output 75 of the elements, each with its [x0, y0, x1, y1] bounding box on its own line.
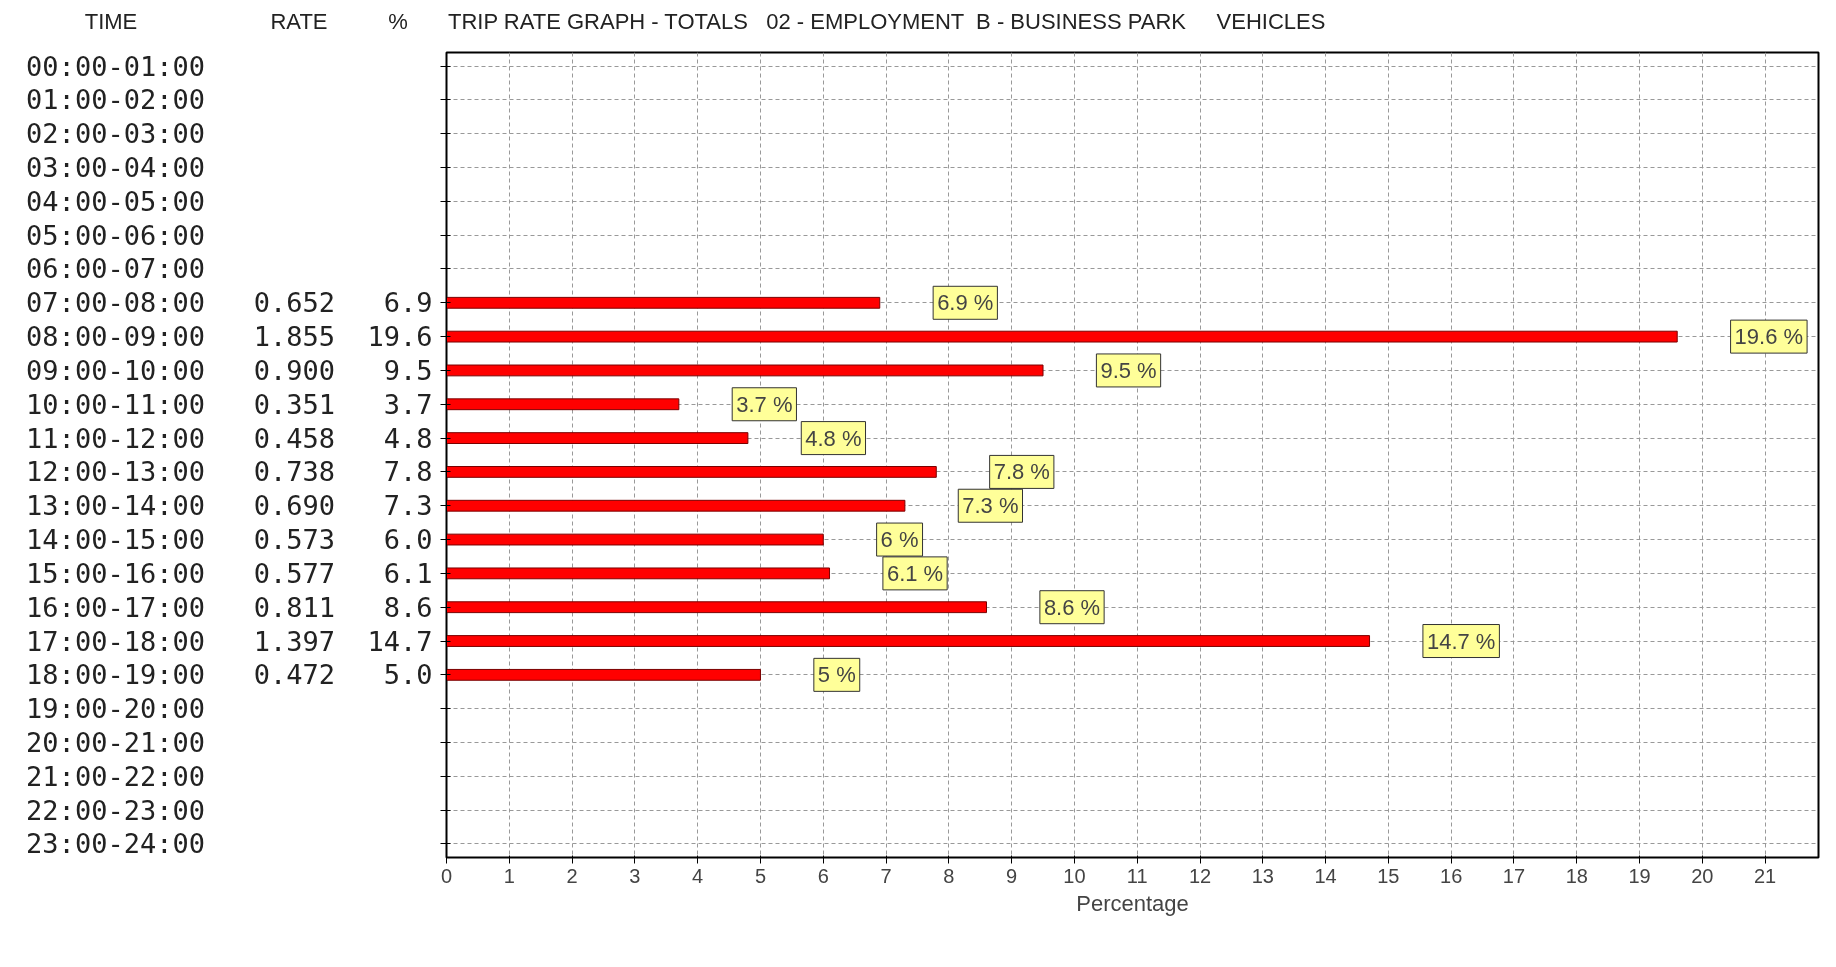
x-tick-label: 8: [943, 864, 955, 887]
data-label: 6.1 %: [886, 560, 944, 586]
x-tick-label: 7: [880, 864, 892, 887]
data-label: 7.8 %: [993, 459, 1050, 485]
x-tick-label: 12: [1188, 864, 1212, 887]
bar: [446, 601, 988, 614]
y-tick-label: 23:00-24:00: [26, 828, 433, 860]
y-tick-label: 14:00-15:00 0.573 6.0: [26, 524, 433, 556]
x-tick-label: 2: [566, 864, 578, 887]
y-tick-label: 16:00-17:00 0.811 8.6: [26, 591, 433, 623]
y-tick-label: 06:00-07:00: [26, 253, 433, 285]
y-tick-label: 15:00-16:00 0.577 6.1: [26, 557, 433, 589]
bar: [446, 364, 1044, 377]
y-tick-label: 02:00-03:00: [26, 118, 433, 150]
y-tick-label: 04:00-05:00: [26, 185, 433, 217]
x-tick-label: 15: [1377, 864, 1400, 887]
y-tick-label: 18:00-19:00 0.472 5.0: [26, 659, 433, 691]
x-tick-label: 11: [1126, 864, 1148, 887]
x-tick-label: 18: [1565, 864, 1588, 887]
bar: [446, 499, 906, 512]
data-label: 9.5 %: [1100, 357, 1157, 383]
data-label: 19.6 %: [1734, 324, 1804, 350]
x-tick-label: 1: [503, 864, 515, 887]
y-tick-label: 07:00-08:00 0.652 6.9: [26, 287, 433, 319]
bar: [446, 398, 680, 411]
y-tick-label: 22:00-23:00: [26, 794, 433, 826]
data-label: 3.7 %: [736, 391, 793, 417]
y-tick-label: 00:00-01:00: [26, 50, 433, 82]
x-tick-label: 20: [1691, 864, 1714, 887]
y-tick-label: 08:00-09:00 1.855 19.6: [26, 321, 433, 353]
x-axis-title: Percentage: [1076, 890, 1189, 916]
bar: [446, 330, 1678, 343]
bar: [446, 635, 1371, 647]
y-tick-label: 17:00-18:00 1.397 14.7: [26, 625, 433, 657]
x-tick-label: 10: [1063, 864, 1086, 887]
bar: [446, 533, 824, 546]
x-tick-label: 4: [692, 864, 704, 887]
y-tick-label: 09:00-10:00 0.900 9.5: [26, 354, 433, 386]
y-tick-label: 11:00-12:00 0.458 4.8: [26, 422, 433, 454]
bar: [446, 432, 749, 444]
data-label: 7.3 %: [962, 493, 1019, 519]
x-tick-label: 6: [817, 864, 829, 887]
data-label: 5 %: [817, 662, 856, 688]
x-tick-label: 21: [1754, 864, 1777, 887]
data-label: 6.9 %: [937, 290, 994, 316]
x-tick-label: 9: [1006, 864, 1018, 887]
y-tick-label: 12:00-13:00 0.738 7.8: [26, 456, 433, 488]
text: RATE: [270, 8, 328, 36]
y-tick-label: 01:00-02:00: [26, 84, 433, 116]
bar: [446, 668, 761, 681]
x-tick-label: 5: [754, 864, 767, 887]
x-tick-label: 0: [440, 864, 453, 887]
chart-title: TRIP RATE GRAPH - TOTALS 02 - EMPLOYMENT B - BUSINESS PARK VEHICLES: [448, 8, 1326, 36]
y-tick-label: 21:00-22:00: [26, 760, 433, 792]
y-tick-label: 05:00-06:00: [26, 219, 433, 251]
text: TIME: [84, 8, 138, 36]
x-tick-label: 13: [1251, 864, 1274, 887]
bar: [446, 466, 937, 478]
y-tick-label: 03:00-04:00: [26, 152, 433, 183]
bar: [446, 567, 831, 580]
text: %: [388, 8, 408, 36]
x-tick-label: 19: [1628, 864, 1651, 887]
x-tick-label: 14: [1314, 864, 1337, 887]
x-tick-label: 16: [1440, 864, 1463, 887]
data-label: 4.8 %: [805, 425, 862, 451]
data-label: 14.7 %: [1426, 628, 1496, 654]
y-tick-label: 10:00-11:00 0.351 3.7: [26, 388, 433, 420]
y-tick-label: 19:00-20:00: [26, 693, 433, 725]
x-tick-label: 3: [629, 864, 641, 887]
data-label: 8.6 %: [1043, 594, 1101, 620]
x-tick-label: 17: [1502, 864, 1526, 887]
data-label: 6 %: [880, 527, 919, 553]
y-tick-label: 13:00-14:00 0.690 7.3: [26, 490, 433, 522]
y-tick-label: 20:00-21:00: [26, 727, 433, 758]
bar: [446, 296, 881, 309]
